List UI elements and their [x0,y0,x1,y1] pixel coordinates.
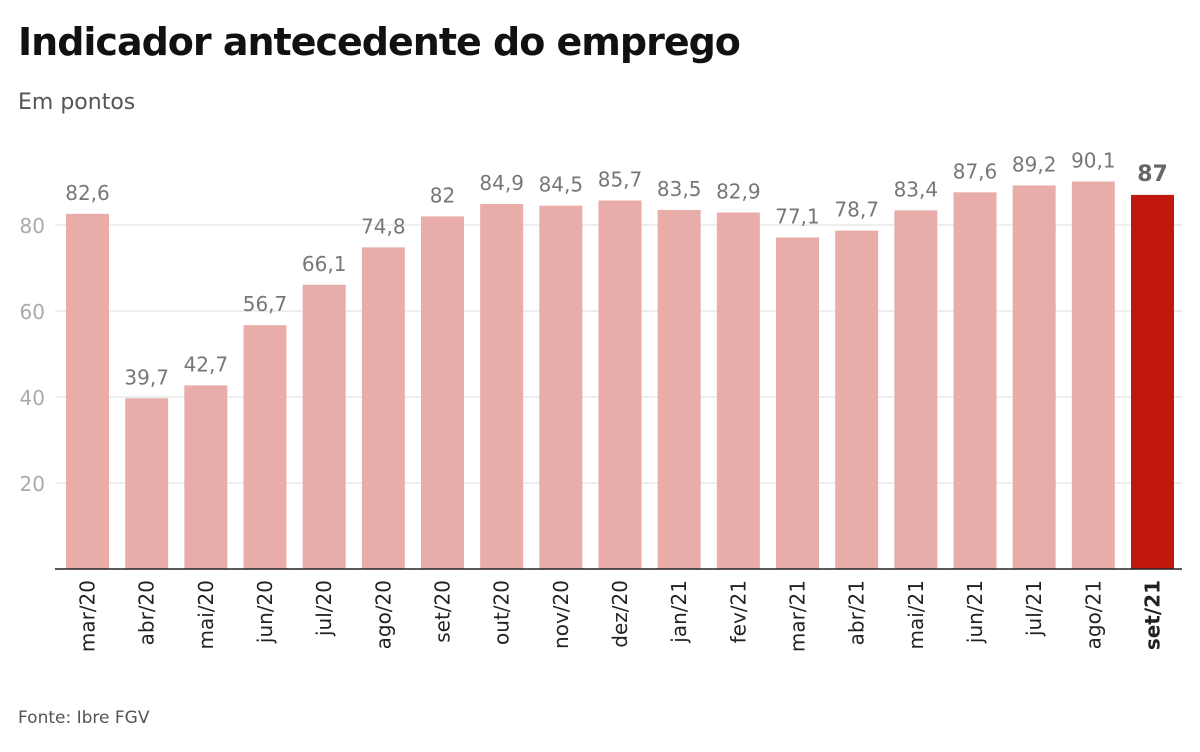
x-tick-label: fev/21 [726,580,750,643]
bar [716,212,760,569]
bar [421,216,464,569]
data-label: 74,8 [361,214,406,238]
bar [1012,185,1056,569]
bar [598,200,642,570]
y-tick-label: 60 [20,300,45,324]
data-label: 85,7 [598,167,643,191]
y-tick-label: 20 [20,472,45,496]
x-tick-label: jun/21 [963,580,987,644]
data-label: 39,7 [124,365,169,389]
bar [1071,181,1115,569]
x-tick-label: dez/20 [608,580,632,648]
bar [302,284,346,569]
bar [66,213,109,569]
x-tick-label: mai/20 [194,580,218,649]
x-tick-label: jul/21 [1022,580,1046,637]
data-label: 82,6 [65,181,110,205]
bar [184,385,228,569]
data-label: 87 [1137,162,1168,187]
source-note: Fonte: Ibre FGV [18,708,150,728]
bar [1131,194,1174,569]
data-label: 82 [430,183,455,207]
data-label: 87,6 [953,159,998,183]
x-tick-label: set/20 [431,580,455,643]
x-tick-label: abr/21 [845,580,869,645]
x-tick-label: mar/21 [786,580,810,652]
data-label: 78,7 [834,198,879,222]
data-label: 66,1 [302,252,347,276]
data-label: 42,7 [184,352,229,376]
x-tick-label: ago/20 [371,580,395,649]
bar [361,247,405,570]
x-tick-label: mar/20 [76,580,100,652]
data-label: 83,4 [894,177,939,201]
x-tick-label: jul/20 [312,580,336,637]
y-tick-label: 40 [20,386,45,410]
bar [480,203,524,569]
bar [835,230,879,569]
x-tick-label: jan/21 [667,580,691,644]
data-label: 77,1 [775,204,820,228]
x-tick-label: mai/21 [904,580,928,649]
chart-subtitle: Em pontos [18,90,136,115]
bar [953,192,997,569]
chart-title: Indicador antecedente do emprego [18,20,741,64]
data-label: 56,7 [243,292,288,316]
bar [776,237,819,569]
data-label: 89,2 [1012,152,1057,176]
bar [243,325,287,569]
y-tick-label: 80 [20,214,45,238]
x-tick-label: nov/20 [549,580,573,649]
x-tick-label: ago/21 [1081,580,1105,649]
data-label: 90,1 [1071,149,1116,173]
bar [125,398,169,569]
x-tick-label: abr/20 [135,580,159,645]
x-tick-label: set/21 [1141,580,1165,650]
data-label: 82,9 [716,180,761,204]
x-tick-label: jun/20 [253,580,277,644]
data-label: 84,5 [539,173,584,197]
data-label: 83,5 [657,177,702,201]
x-tick-label: out/20 [490,580,514,645]
data-label: 84,9 [479,171,524,195]
bar [657,209,701,569]
bar [894,210,938,569]
bar [539,205,583,569]
